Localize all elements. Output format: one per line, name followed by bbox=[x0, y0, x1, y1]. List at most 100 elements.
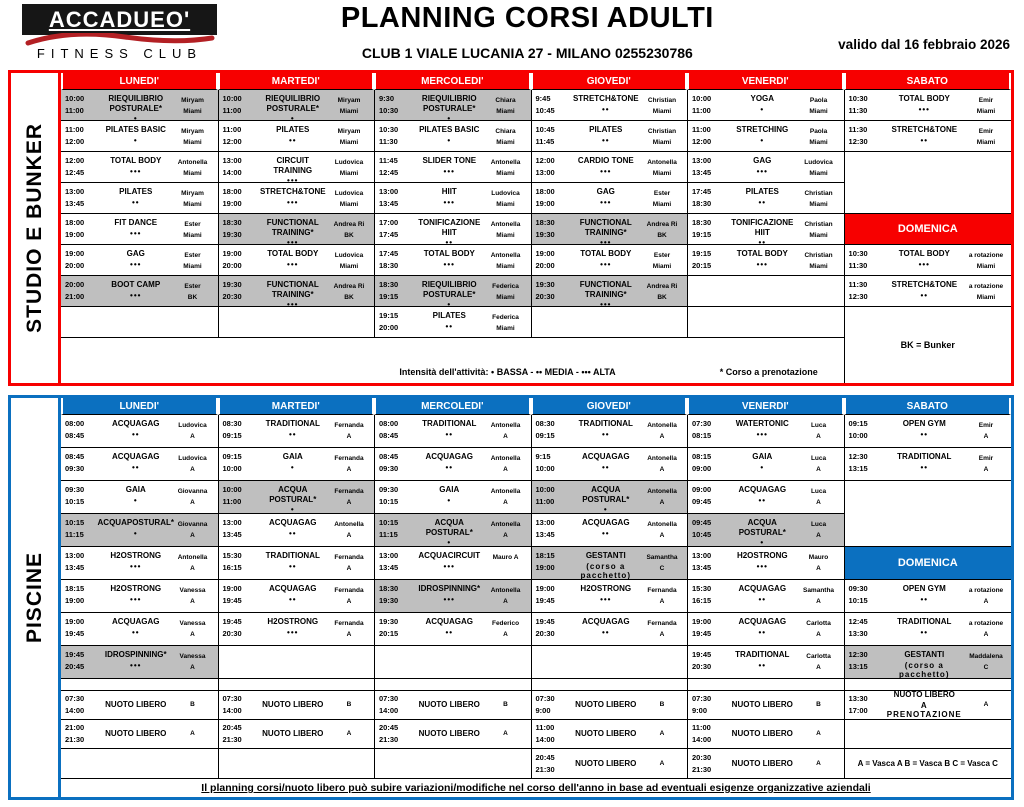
class-name: NUOTO LIBERO bbox=[731, 758, 793, 768]
footer-strip-cell bbox=[374, 338, 531, 383]
booking-legend: * Corso a prenotazione bbox=[719, 367, 818, 377]
class-cell: 10:15 11:15 ACQUAPOSTURAL* • Giovanna A bbox=[61, 514, 218, 547]
class-intensity: • bbox=[290, 505, 295, 514]
class-name: H2OSTRONG ••• bbox=[110, 584, 162, 604]
class-instructor: Christian Miami bbox=[804, 190, 833, 209]
class-instructor: Antonella A bbox=[334, 521, 364, 540]
class-name: CIRCUIT TRAINING ••• bbox=[260, 152, 327, 182]
class-intensity: •• bbox=[601, 528, 610, 538]
class-intensity: ••• bbox=[600, 197, 612, 207]
class-intensity: ••• bbox=[130, 290, 142, 300]
class-name: ACQUAGAG •• bbox=[581, 617, 630, 637]
class-intensity: •• bbox=[288, 594, 297, 604]
class-time: 07:30 9:00 bbox=[692, 694, 712, 715]
class-cell: 9:45 10:45 STRETCH&TONE •• Christian Miami bbox=[530, 90, 688, 121]
footer-strip-cell bbox=[687, 338, 844, 383]
class-instructor: Antonella A bbox=[647, 488, 677, 507]
class-intensity: •• bbox=[920, 429, 929, 439]
class-intensity: ••• bbox=[130, 561, 142, 571]
class-instructor: Andrea Ri BK bbox=[333, 221, 365, 240]
class-time: 11:00 12:00 bbox=[692, 125, 712, 146]
class-intensity: ••• bbox=[443, 197, 455, 207]
class-instructor: Fernanda A bbox=[334, 422, 364, 441]
class-instructor: Federico A bbox=[491, 620, 520, 639]
class-cell: 13:30 17:00 NUOTO LIBERO A PRENOTAZIONE A bbox=[843, 691, 1011, 720]
class-cell: 11:00 12:00 STRETCHING • Paola Miami bbox=[687, 121, 844, 152]
piscine-section-label-column: PISCINE bbox=[11, 398, 61, 797]
class-intensity: ••• bbox=[443, 166, 455, 176]
day-header: MARTEDI' bbox=[217, 73, 374, 90]
class-name: NUOTO LIBERO bbox=[418, 700, 480, 710]
class-time: 20:45 21:30 bbox=[222, 723, 242, 744]
class-cell: 11:00 12:00 PILATES •• Miryam Miami bbox=[217, 121, 374, 152]
class-instructor: Antonella A bbox=[177, 554, 208, 573]
class-time: 13:00 13:45 bbox=[65, 551, 85, 572]
class-cell: 13:00 13:45 ACQUAGAG •• Antonella A bbox=[530, 514, 688, 547]
class-cell: 13:00 13:45 H2OSTRONG ••• Antonella A bbox=[61, 547, 218, 580]
class-instructor: Antonella Miami bbox=[490, 221, 521, 240]
class-intensity: ••• bbox=[287, 176, 299, 183]
class-instructor: Ludovica A bbox=[178, 422, 207, 441]
class-time: 19:15 20:15 bbox=[692, 249, 712, 270]
class-time: 18:00 19:00 bbox=[222, 187, 242, 208]
class-intensity: ••• bbox=[756, 429, 768, 439]
class-intensity: •• bbox=[601, 429, 610, 439]
class-time: 11:45 12:45 bbox=[379, 156, 399, 177]
class-intensity: ••• bbox=[130, 166, 142, 176]
class-time: 19:30 20:15 bbox=[379, 617, 399, 638]
day-column: LUNEDI' 10:00 11:00 RIEQUILIBRIO POSTURALE*… bbox=[61, 73, 218, 383]
class-instructor: Fernanda A bbox=[334, 620, 364, 639]
class-intensity: ••• bbox=[918, 104, 930, 114]
class-cell: 18:00 19:00 STRETCH&TONE ••• Ludovica Miami bbox=[217, 183, 374, 214]
class-cell: 10:00 11:00 YOGA • Paola Miami bbox=[687, 90, 844, 121]
class-name: CARDIO TONE ••• bbox=[577, 156, 634, 176]
class-name: ACQUA POSTURAL* • bbox=[269, 485, 317, 514]
class-intensity: •• bbox=[131, 429, 140, 439]
class-instructor: Vanessa A bbox=[179, 653, 206, 672]
class-cell: 11:30 12:30 STRETCH&TONE •• a rotazione Miami bbox=[843, 276, 1011, 307]
vasca-legend: A = Vasca A B = Vasca B C = Vasca C bbox=[843, 749, 1011, 778]
class-cell: 10:00 11:00 RIEQUILIBRIO POSTURALE* • Miryam… bbox=[217, 90, 374, 121]
class-instructor: Ester Miami bbox=[183, 252, 202, 271]
class-cell: 13:00 13:45 HIIT ••• Ludovica Miami bbox=[374, 183, 531, 214]
day-column-sabato: SABATO 10:30 11:30 TOTAL BODY ••• Emir Miami 11… bbox=[843, 73, 1011, 383]
day-column: MARTEDI' 08:30 09:15 TRADITIONAL •• Fernanda A… bbox=[217, 398, 374, 778]
class-instructor: Federica Miami bbox=[492, 283, 519, 302]
class-cell: 10:30 11:30 TOTAL BODY ••• a rotazione Miami bbox=[843, 245, 1011, 276]
class-cell: 21:00 21:30 NUOTO LIBERO A bbox=[61, 720, 218, 749]
class-instructor: Ludovica Miami bbox=[491, 190, 520, 209]
class-cell: 12:00 13:00 CARDIO TONE ••• Antonella Miami bbox=[530, 152, 688, 183]
day-header: GIOVEDI' bbox=[530, 73, 688, 90]
class-cell: 10:30 11:30 TOTAL BODY ••• Emir Miami bbox=[843, 90, 1011, 121]
class-intensity: •• bbox=[445, 321, 454, 331]
class-time: 10:30 11:30 bbox=[848, 249, 868, 270]
class-cell: 07:30 14:00 NUOTO LIBERO B bbox=[61, 691, 218, 720]
class-instructor: Antonella A bbox=[490, 455, 521, 474]
day-header: GIOVEDI' bbox=[530, 398, 688, 415]
class-instructor: Antonella Miami bbox=[177, 159, 208, 178]
class-cell: 15:30 16:15 ACQUAGAG •• Samantha A bbox=[687, 580, 844, 613]
class-intensity: ••• bbox=[287, 197, 299, 207]
day-header: MARTEDI' bbox=[217, 398, 374, 415]
class-instructor: Carlotta A bbox=[806, 620, 831, 639]
class-instructor: Ester BK bbox=[184, 283, 201, 302]
class-name: ACQUAGAG •• bbox=[425, 617, 474, 637]
class-cell: 18:30 19:15 RIEQUILIBRIO POSTURALE* • Federi… bbox=[374, 276, 531, 307]
class-instructor: Christian Miami bbox=[804, 252, 833, 271]
class-cell: 09:30 10:15 OPEN GYM •• a rotazione A bbox=[843, 580, 1011, 613]
class-instructor: Ludovica A bbox=[178, 455, 207, 474]
class-cell: 19:00 19:45 ACQUAGAG •• Carlotta A bbox=[687, 613, 844, 646]
class-cell: 18:15 19:00 GESTANTI (corso a pacchetto) Sam… bbox=[530, 547, 688, 580]
class-time: 11:00 12:00 bbox=[65, 125, 85, 146]
class-cell: 19:15 20:15 TOTAL BODY ••• Christian Miami bbox=[687, 245, 844, 276]
class-cell: 18:30 19:30 FUNCTIONAL TRAINING* ••• Andrea … bbox=[530, 214, 688, 245]
class-cell: 07:30 08:15 WATERTONIC ••• Luca A bbox=[687, 415, 844, 448]
class-name: ACQUAGAG •• bbox=[111, 617, 160, 637]
class-time: 09:30 10:15 bbox=[65, 485, 85, 506]
class-cell: 08:45 09:30 ACQUAGAG •• Ludovica A bbox=[61, 448, 218, 481]
class-name: PILATES •• bbox=[119, 187, 153, 207]
class-name: ACQUAGAG •• bbox=[738, 584, 787, 604]
class-name: TRADITIONAL •• bbox=[735, 650, 790, 670]
class-time: 10:00 11:00 bbox=[222, 94, 242, 115]
class-cell: 10:00 11:00 ACQUA POSTURAL* • Fernanda A bbox=[217, 481, 374, 514]
